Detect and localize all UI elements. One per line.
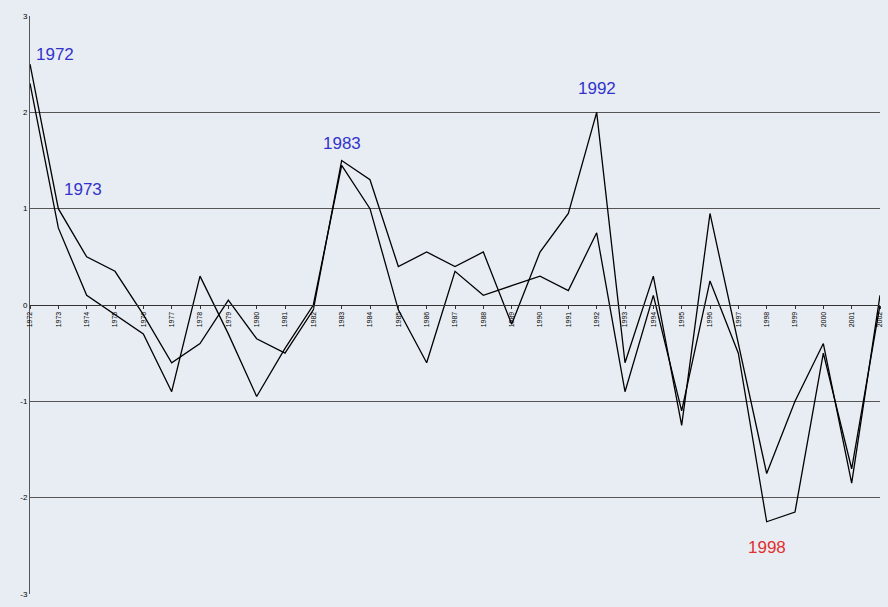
svg-text:1983: 1983	[338, 312, 345, 328]
svg-text:1979: 1979	[225, 312, 232, 328]
svg-text:1994: 1994	[650, 312, 657, 328]
svg-text:1972: 1972	[36, 45, 74, 64]
svg-text:1975: 1975	[111, 312, 118, 328]
svg-text:1987: 1987	[451, 312, 458, 328]
svg-text:2002: 2002	[876, 312, 883, 328]
svg-text:1980: 1980	[253, 312, 260, 328]
svg-text:1985: 1985	[395, 312, 402, 328]
svg-text:1972: 1972	[26, 312, 33, 328]
svg-text:1988: 1988	[480, 312, 487, 328]
svg-text:1974: 1974	[83, 312, 90, 328]
svg-text:1997: 1997	[735, 312, 742, 328]
svg-text:1984: 1984	[366, 312, 373, 328]
svg-text:-3: -3	[20, 590, 28, 599]
svg-text:1999: 1999	[791, 312, 798, 328]
svg-text:1996: 1996	[706, 312, 713, 328]
svg-text:1993: 1993	[621, 312, 628, 328]
svg-text:1973: 1973	[64, 180, 102, 199]
svg-text:3: 3	[23, 12, 28, 21]
svg-text:2000: 2000	[820, 312, 827, 328]
svg-text:1992: 1992	[578, 79, 616, 98]
svg-text:2: 2	[23, 108, 28, 117]
svg-text:0: 0	[23, 301, 28, 310]
svg-text:1991: 1991	[565, 312, 572, 328]
svg-text:1990: 1990	[536, 312, 543, 328]
svg-text:1976: 1976	[140, 312, 147, 328]
svg-text:1995: 1995	[678, 312, 685, 328]
svg-text:-2: -2	[20, 493, 28, 502]
svg-text:1998: 1998	[763, 312, 770, 328]
svg-text:1982: 1982	[310, 312, 317, 328]
svg-text:1977: 1977	[168, 312, 175, 328]
svg-text:1: 1	[23, 204, 28, 213]
svg-text:1992: 1992	[593, 312, 600, 328]
svg-text:1983: 1983	[323, 134, 361, 153]
svg-text:1978: 1978	[196, 312, 203, 328]
svg-text:-1: -1	[20, 397, 28, 406]
svg-text:1989: 1989	[508, 312, 515, 328]
svg-text:1973: 1973	[55, 312, 62, 328]
svg-text:1998: 1998	[748, 538, 786, 557]
svg-text:1986: 1986	[423, 312, 430, 328]
svg-text:1981: 1981	[281, 312, 288, 328]
svg-text:2001: 2001	[848, 312, 855, 328]
